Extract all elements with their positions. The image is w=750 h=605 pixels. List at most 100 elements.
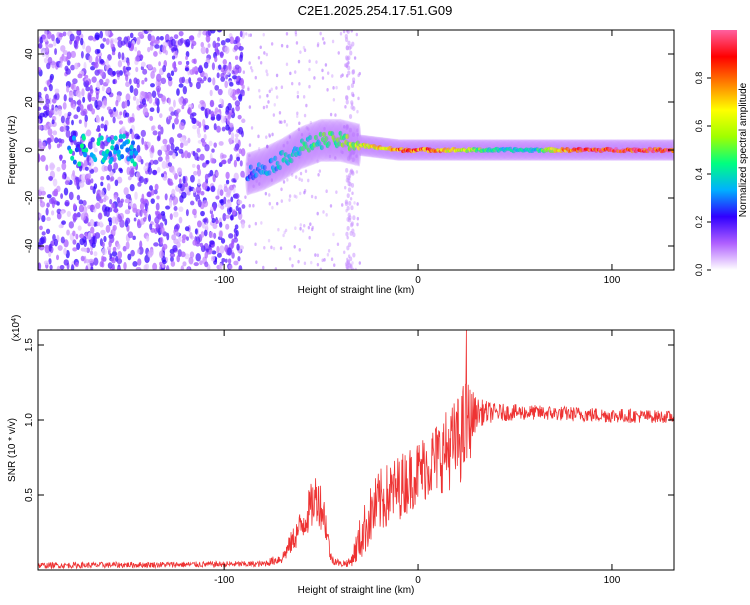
spectrogram-noise-cell — [225, 223, 230, 230]
spectrogram-noise-cell — [41, 214, 46, 223]
spectrogram-noise-cell — [189, 232, 193, 239]
spectrogram-noise-cell — [210, 213, 214, 220]
spectrogram-noise-cell — [81, 88, 85, 97]
spectrogram-noise-cell — [226, 117, 230, 125]
spectrogram-noise-cell — [208, 249, 213, 254]
spectrogram-noise-cell — [267, 238, 271, 243]
spectrogram-noise-cell — [210, 157, 216, 164]
spectrogram-noise-cell — [349, 196, 353, 201]
spectrogram-noise-cell — [172, 152, 176, 159]
spectrogram-noise-cell — [232, 209, 236, 216]
spectrogram-noise-cell — [258, 182, 261, 186]
y-tick-label: -20 — [24, 190, 35, 205]
spectrogram-noise-cell — [46, 194, 52, 199]
spectrogram-noise-cell — [152, 130, 158, 136]
spectrogram-noise-cell — [159, 113, 163, 119]
spectrogram-noise-cell — [344, 33, 348, 39]
spectrogram-noise-cell — [112, 79, 116, 85]
spectrogram-noise-cell — [350, 205, 354, 211]
spectrogram-noise-cell — [75, 90, 81, 97]
spectrogram-noise-cell — [148, 96, 153, 104]
spectrogram-ridge-cell — [70, 155, 75, 161]
spectrogram-noise-cell — [270, 178, 274, 182]
spectrogram-noise-cell — [90, 65, 96, 71]
spectrogram-noise-cell — [294, 70, 297, 74]
spectrogram-ridge-cell — [280, 149, 285, 156]
spectrogram-noise-cell — [275, 95, 279, 99]
spectrogram-noise-cell — [173, 99, 176, 108]
spectrogram-noise-cell — [262, 32, 265, 37]
colorbar-tick-label: 0.4 — [694, 168, 704, 181]
spectrogram-noise-cell — [334, 113, 337, 117]
spectrogram-noise-cell — [250, 126, 254, 130]
spectrogram-noise-cell — [219, 51, 224, 59]
spectrogram-ridge-cell — [319, 144, 324, 151]
spectrogram-noise-cell — [45, 164, 49, 172]
spectrogram-noise-cell — [39, 36, 44, 44]
spectrogram-noise-cell — [190, 174, 195, 183]
spectrogram-noise-cell — [136, 50, 141, 57]
spectrogram-noise-cell — [156, 73, 162, 82]
spectrogram-noise-cell — [265, 104, 269, 109]
spectrogram-noise-cell — [204, 108, 208, 117]
spectrogram-noise-cell — [219, 221, 223, 228]
spectrogram-noise-cell — [178, 206, 184, 212]
spectrogram-noise-cell — [237, 256, 241, 262]
spectrogram-noise-cell — [80, 212, 86, 221]
spectrogram-noise-cell — [85, 86, 91, 92]
spectrogram-noise-cell — [219, 98, 223, 104]
spectrogram-noise-cell — [170, 143, 175, 151]
spectrogram-noise-cell — [227, 247, 233, 256]
spectrogram-noise-cell — [53, 238, 59, 247]
spectrogram-noise-cell — [155, 202, 160, 211]
spectrogram-noise-cell — [219, 245, 225, 254]
spectrogram-noise-cell — [38, 42, 43, 49]
spectrogram-ridge-halo — [270, 142, 276, 186]
spectrogram-noise-cell — [204, 173, 209, 181]
spectrogram-noise-cell — [102, 37, 107, 42]
spectrogram-noise-cell — [48, 244, 52, 252]
spectrogram-ridge-halo — [271, 142, 277, 186]
spectrogram-noise-cell — [140, 61, 146, 68]
spectrogram-noise-cell — [133, 217, 137, 222]
spectrogram-noise-cell — [225, 109, 229, 115]
spectrogram-ridge-cell — [131, 140, 136, 146]
spectrogram-noise-cell — [112, 246, 117, 252]
spectrogram-noise-cell — [160, 211, 166, 216]
spectrogram-noise-cell — [90, 178, 94, 184]
spectrogram-noise-cell — [345, 99, 349, 105]
spectrogram-noise-cell — [349, 256, 353, 262]
spectrogram-noise-cell — [265, 69, 268, 74]
spectrogram-noise-cell — [346, 245, 350, 251]
spectrogram-noise-cell — [162, 243, 168, 250]
spectrogram-noise-cell — [299, 191, 302, 196]
spectrogram-noise-cell — [99, 30, 104, 39]
spectrogram-noise-cell — [213, 204, 216, 210]
spectrogram-noise-cell — [68, 191, 74, 201]
spectrogram-noise-cell — [63, 125, 67, 133]
spectrogram-noise-cell — [226, 201, 232, 209]
spectrogram-noise-cell — [263, 245, 266, 250]
spectrogram-noise-cell — [260, 221, 263, 225]
spectrogram-noise-cell — [216, 72, 220, 79]
spectrogram-noise-cell — [351, 132, 356, 137]
spectrogram-noise-cell — [207, 43, 211, 48]
spectrogram-noise-cell — [124, 209, 129, 215]
spectrogram-noise-cell — [268, 89, 272, 94]
spectrogram-noise-cell — [210, 110, 215, 119]
spectrogram-noise-cell — [299, 223, 302, 227]
spectrogram-noise-cell — [330, 257, 334, 262]
spectrogram-noise-cell — [210, 185, 216, 193]
spectrogram-noise-cell — [233, 159, 237, 168]
spectrogram-noise-cell — [222, 212, 227, 222]
spectrogram-noise-cell — [47, 128, 53, 136]
spectrogram-noise-cell — [161, 160, 167, 170]
spectrogram-noise-cell — [331, 74, 334, 78]
spectrogram-noise-cell — [252, 184, 255, 189]
spectrogram-noise-cell — [258, 95, 262, 99]
spectrogram-noise-cell — [72, 230, 76, 237]
spectrogram-noise-cell — [171, 122, 175, 130]
spectrogram-ridge-cell — [72, 159, 77, 165]
spectrogram-noise-cell — [58, 224, 64, 229]
spectrogram-noise-cell — [230, 240, 235, 249]
